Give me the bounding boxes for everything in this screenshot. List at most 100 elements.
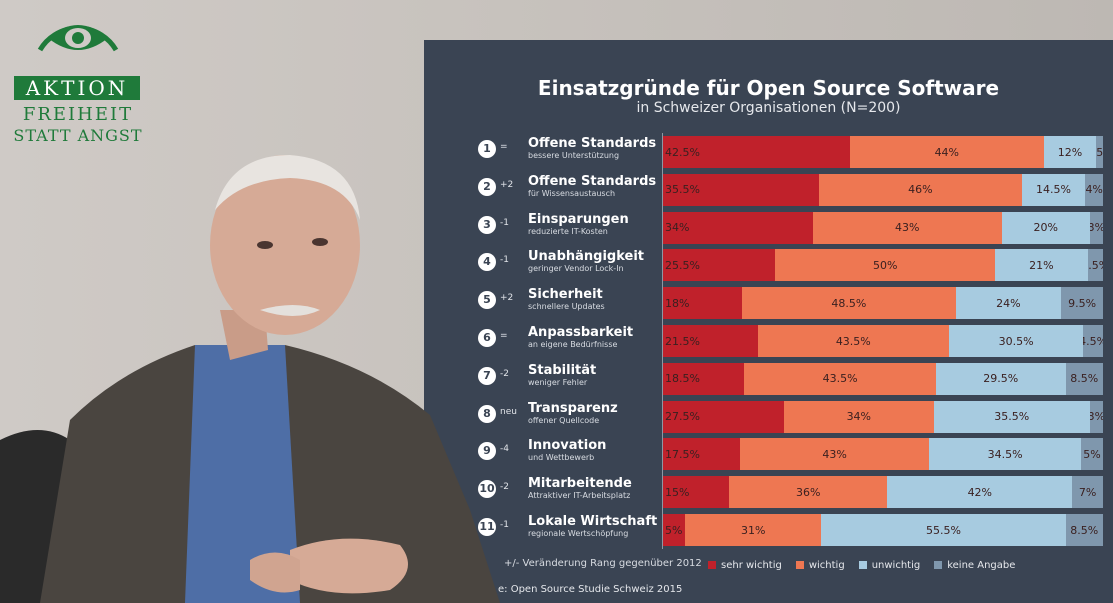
rank-change: -1	[500, 520, 509, 530]
category-sublabel: schnellere Updates	[528, 302, 605, 312]
chart-row: 6 = Anpassbarkeit an eigene Bedürfnisse 21.5…	[424, 323, 1113, 357]
bar-segment-sehr-wichtig: 21.5%	[663, 325, 758, 357]
rank-badge: 1	[478, 140, 496, 158]
legend-label: sehr wichtig	[721, 559, 782, 571]
chart-row: 9 -4 Innovation und Wettbewerb 17.5% 43% 34.5%…	[424, 436, 1113, 471]
rank-change: =	[500, 331, 508, 341]
rank-change-footnote: +/- Veränderung Rang gegenüber 2012	[504, 558, 702, 569]
bar-segment-keine-Angabe: 3.5%	[1087, 249, 1103, 282]
category-sublabel: bessere Unterstützung	[528, 151, 620, 160]
bar-segment-unwichtig: 55.5%	[821, 514, 1066, 546]
bar-segment-unwichtig: 21%	[995, 249, 1088, 282]
legend-swatch	[708, 561, 716, 569]
rank-badge: 11	[478, 518, 496, 536]
chart-row: 3 -1 Einsparungen reduzierte IT-Kosten 34% 43…	[424, 210, 1113, 244]
bar-segment-sehr-wichtig: 18%	[663, 287, 743, 320]
category-label: Transparenz	[528, 400, 618, 416]
chart-row: 4 -1 Unabhängigkeit geringer Vendor Lock-In…	[424, 247, 1113, 282]
legend-swatch	[795, 561, 804, 569]
category-sublabel: offener Quellcode	[528, 415, 600, 425]
category-sublabel: für Wissensaustausch	[528, 188, 616, 198]
chart-row: 5 +2 Sicherheit schnellere Updates 18% 48.5% 2…	[424, 285, 1113, 320]
stacked-bar: 35.5% 46% 14.5% 4%	[663, 173, 1103, 206]
bar-segment-unwichtig: 42%	[887, 476, 1073, 509]
presenter-figure	[0, 155, 500, 603]
bar-segment-keine-Angabe: 1.5%	[1096, 136, 1103, 168]
bar-segment-sehr-wichtig: 42.5%	[663, 136, 850, 168]
bar-segment-wichtig: 43%	[812, 211, 1002, 244]
rank-badge: 8	[478, 404, 496, 423]
bar-segment-keine-Angabe: 5%	[1080, 438, 1103, 471]
rank-badge: 9	[478, 442, 496, 461]
chart-title: Einsatzgründe für Open Source Software	[537, 76, 1000, 100]
bar-segment-keine-Angabe: 4.5%	[1083, 325, 1103, 357]
category-label: Offene Standards	[528, 173, 657, 189]
bar-segment-unwichtig: 12%	[1043, 136, 1097, 168]
chart-row: 11 -1 Lokale Wirtschaft regionale Wertschöp…	[424, 512, 1113, 546]
bar-segment-keine-Angabe: 4%	[1085, 173, 1103, 206]
category-label: Anpassbarkeit	[528, 325, 634, 340]
bar-segment-sehr-wichtig: 18.5%	[663, 362, 745, 395]
bar-segment-sehr-wichtig: 35.5%	[663, 173, 820, 206]
bar-segment-keine-Angabe: 8.5%	[1065, 362, 1103, 395]
bar-segment-wichtig: 44%	[850, 136, 1044, 168]
category-sublabel: reduzierte IT-Kosten	[528, 226, 608, 236]
bar-segment-wichtig: 48.5%	[742, 287, 956, 320]
legend-item: wichtig	[795, 558, 845, 572]
category-label: Innovation	[528, 438, 607, 454]
bar-segment-unwichtig: 20%	[1001, 211, 1090, 244]
bar-segment-sehr-wichtig: 15%	[663, 476, 729, 509]
category-label: Sicherheit	[528, 287, 603, 303]
bar-segment-unwichtig: 29.5%	[935, 362, 1066, 395]
rank-change: -1	[500, 217, 509, 228]
legend-swatch	[934, 561, 943, 569]
bar-segment-wichtig: 31%	[685, 514, 822, 546]
bar-segment-wichtig: 46%	[819, 173, 1022, 206]
rank-badge: 3	[478, 215, 496, 234]
rank-change: neu	[500, 406, 517, 417]
category-sublabel: Attraktiver IT-Arbeitsplatz	[528, 491, 631, 501]
bar-segment-keine-Angabe: 7%	[1072, 476, 1103, 509]
rank-change: -4	[500, 444, 509, 455]
bar-segment-keine-Angabe: 3%	[1089, 211, 1103, 244]
rank-change: =	[500, 142, 508, 152]
bar-segment-sehr-wichtig: 27.5%	[663, 400, 784, 433]
rank-change: -2	[500, 482, 509, 493]
category-sublabel: an eigene Bedürfnisse	[528, 340, 618, 349]
rank-badge: 10	[478, 480, 496, 499]
legend-item: unwichtig	[858, 558, 921, 572]
stacked-bar: 27.5%34%35.5%3%	[663, 400, 1103, 433]
bar-segment-sehr-wichtig: 5%	[663, 514, 685, 546]
legend-label: unwichtig	[871, 559, 921, 571]
rank-change: -2	[500, 368, 509, 379]
stacked-bar: 42.5%44%12%1.5%	[663, 136, 1103, 168]
bar-segment-sehr-wichtig: 34%	[663, 211, 813, 244]
bar-segment-unwichtig: 34.5%	[929, 438, 1081, 471]
category-sublabel: regionale Wertschöpfung	[528, 529, 629, 538]
category-label: Einsparungen	[528, 211, 629, 227]
logo-text-aktion: AKTION	[14, 76, 140, 100]
bar-segment-unwichtig: 30.5%	[948, 325, 1084, 357]
stacked-bar: 18.5% 43.5% 29.5% 8.5%	[663, 362, 1103, 395]
category-label: Stabilität	[528, 362, 597, 378]
bar-segment-wichtig: 50%	[775, 249, 996, 282]
rank-change: +2	[500, 179, 514, 190]
chart-subtitle: in Schweizer Organisationen (N=200)	[636, 100, 901, 116]
category-label: Mitarbeitende	[528, 476, 632, 492]
bar-segment-keine-Angabe: 8.5%	[1065, 514, 1103, 546]
rank-badge: 7	[478, 366, 496, 385]
legend-item: keine Angabe	[934, 558, 1015, 572]
logo-text-freiheit: FREIHEIT	[22, 104, 134, 125]
bar-segment-wichtig: 43.5%	[744, 362, 936, 395]
stacked-bar: 34%43%20%3%	[663, 211, 1103, 244]
bar-segment-keine-Angabe: 9.5%	[1061, 287, 1103, 320]
category-sublabel: geringer Vendor Lock-In	[528, 264, 624, 274]
category-sublabel: und Wettbewerb	[528, 453, 595, 463]
stacked-bar: 18% 48.5% 24% 9.5%	[663, 287, 1103, 320]
stacked-bar: 17.5% 43% 34.5% 5%	[663, 438, 1103, 471]
chart-row: 10 -2 Mitarbeitende Attraktiver IT-Arbeitsp…	[424, 474, 1113, 509]
stacked-bar: 15% 36% 42% 7%	[663, 476, 1103, 509]
category-label: Unabhängigkeit	[528, 249, 645, 265]
rank-badge: 5	[478, 291, 496, 310]
bar-segment-wichtig: 43.5%	[757, 325, 949, 357]
